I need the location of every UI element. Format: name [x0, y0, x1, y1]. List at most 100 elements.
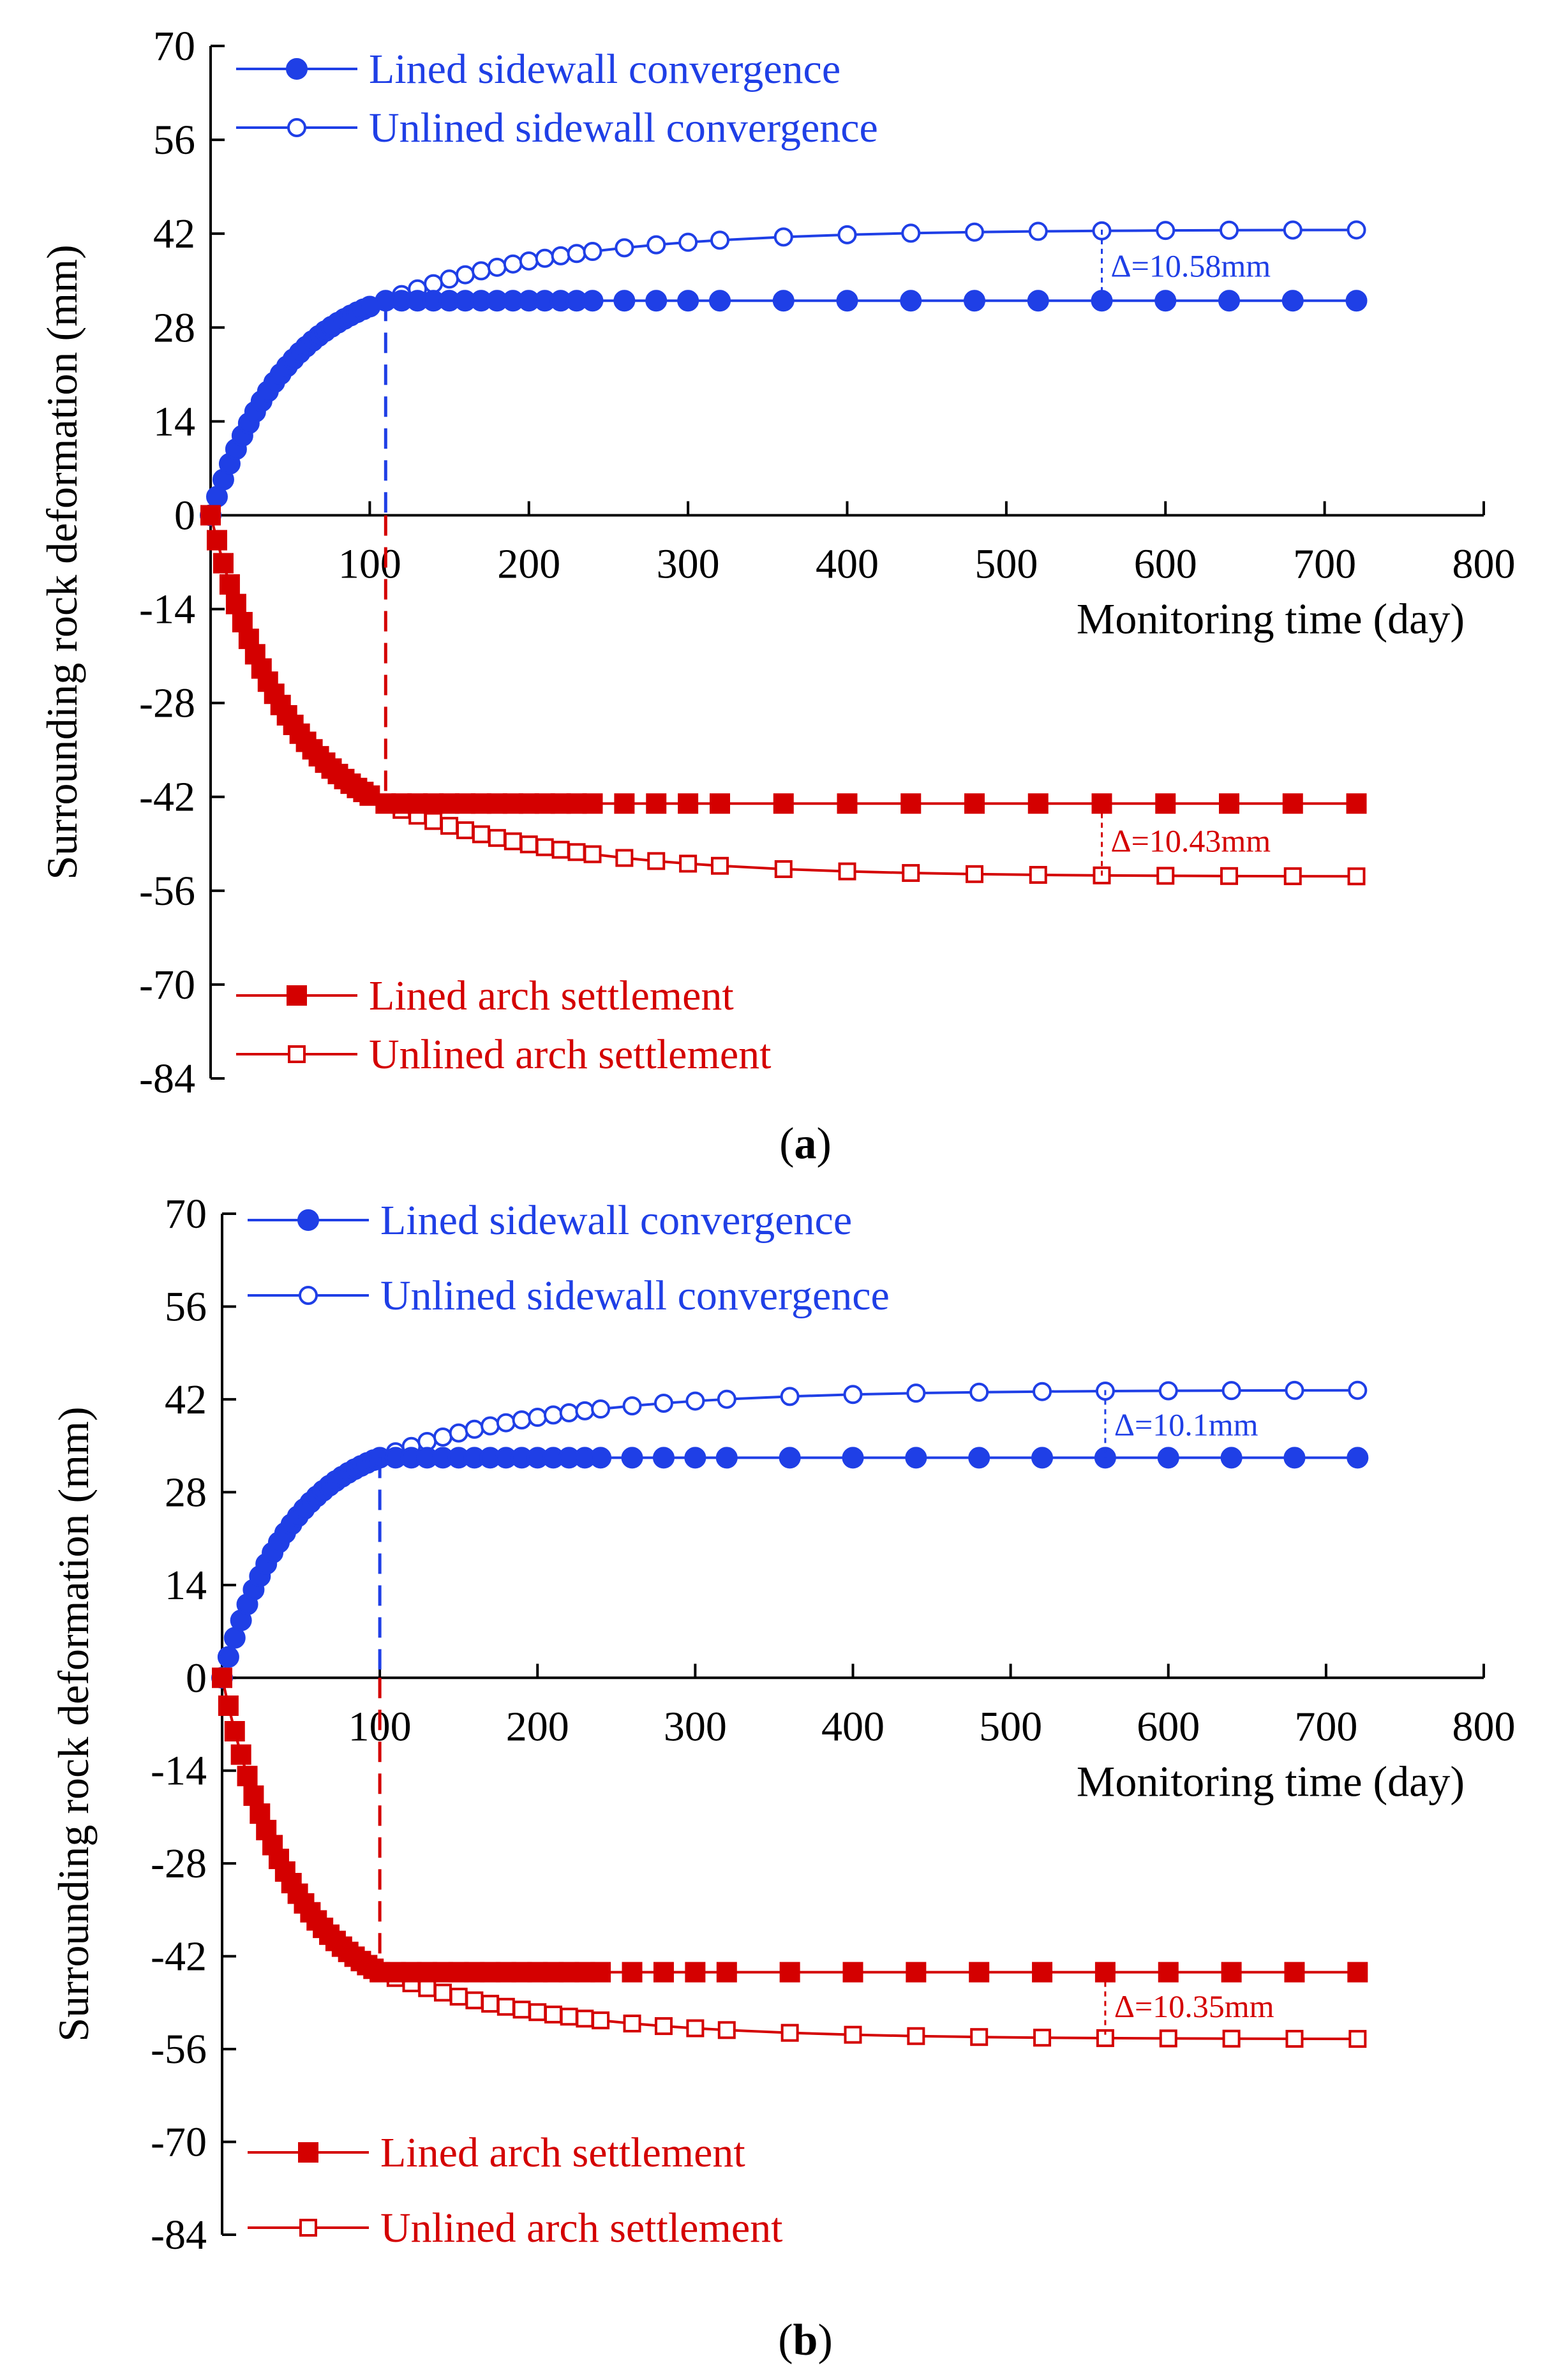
data-point-unlined_conv	[1348, 1380, 1368, 1400]
x-tick-label: 500	[974, 540, 1038, 587]
data-point-unlined_settle	[512, 2001, 531, 2019]
data-point-unlined_conv	[843, 1385, 863, 1405]
data-point-unlined_conv	[710, 230, 729, 250]
delta-label: Δ=10.58mm	[1111, 248, 1271, 284]
data-point-lined_conv	[581, 290, 604, 312]
data-point-unlined_settle	[465, 1991, 484, 2009]
data-point-unlined_conv	[471, 261, 491, 281]
data-point-lined_settle	[1347, 1962, 1368, 1983]
data-point-lined_settle	[250, 1803, 271, 1824]
y-tick-label: -56	[139, 868, 195, 914]
data-point-unlined_settle	[583, 845, 602, 863]
data-point-lined_settle	[219, 574, 240, 595]
data-point-unlined_settle	[647, 852, 666, 870]
data-point-lined_settle	[224, 1720, 245, 1741]
data-point-lined_settle	[964, 793, 985, 814]
x-tick-label: 700	[1294, 1703, 1357, 1750]
legend-marker	[287, 118, 306, 137]
x-tick-label: 500	[979, 1703, 1042, 1750]
data-point-unlined_settle	[679, 854, 698, 873]
data-point-unlined_settle	[1159, 2029, 1177, 2048]
y-tick-label: -84	[151, 2212, 207, 2258]
data-point-unlined_conv	[1283, 220, 1303, 240]
legend-label: Lined arch settlement	[369, 973, 734, 1019]
data-point-unlined_conv	[535, 248, 555, 268]
data-point-lined_conv	[652, 1447, 675, 1469]
data-point-lined_settle	[1221, 1962, 1242, 1983]
y-tick-label: -56	[151, 2026, 207, 2073]
x-tick-label: 400	[821, 1703, 885, 1750]
data-point-unlined_conv	[837, 225, 857, 244]
data-point-unlined_conv	[567, 244, 586, 264]
deformation-chart-a: 70 56 42 28 14 0 -14 -28 -42 -56 -70 -84 100 200 300 40…	[38, 23, 1516, 1168]
data-point-unlined_settle	[1220, 867, 1238, 885]
panel-caption: (a)	[779, 1119, 832, 1168]
data-point-lined_settle	[906, 1962, 927, 1983]
legend-label: Lined sidewall convergence	[380, 1197, 852, 1244]
data-point-lined_settle	[230, 1744, 251, 1765]
data-point-unlined_conv	[965, 222, 984, 242]
data-point-lined_settle	[969, 1962, 990, 1983]
data-point-unlined_settle	[449, 1987, 468, 2006]
data-point-lined_settle	[232, 611, 253, 632]
data-point-unlined_conv	[456, 265, 475, 285]
data-point-unlined_settle	[711, 856, 729, 875]
data-point-unlined_settle	[418, 1979, 437, 1997]
data-point-lined_settle	[614, 793, 635, 814]
data-point-unlined_conv	[551, 246, 571, 265]
data-point-lined_settle	[685, 1962, 706, 1983]
data-point-lined_conv	[905, 1447, 927, 1469]
data-point-unlined_settle	[497, 1997, 515, 2016]
data-point-lined_conv	[1218, 290, 1240, 312]
panel-caption: (b)	[778, 2316, 833, 2365]
data-point-unlined_settle	[1283, 867, 1302, 886]
legend-marker	[299, 1286, 318, 1305]
data-point-unlined_settle	[519, 835, 538, 854]
legend-marker	[286, 58, 308, 80]
legend-label: Unlined arch settlement	[369, 1031, 771, 1078]
data-point-unlined_conv	[424, 274, 444, 294]
x-tick-label: 600	[1137, 1703, 1200, 1750]
data-point-unlined_conv	[481, 1416, 500, 1436]
data-point-unlined_conv	[519, 251, 539, 271]
legend-label: Unlined sidewall convergence	[380, 1272, 890, 1319]
y-tick-label: 0	[186, 1655, 207, 1701]
data-point-lined_settle	[243, 1785, 264, 1806]
data-point-unlined_conv	[1156, 221, 1176, 241]
x-tick-label: 200	[506, 1703, 569, 1750]
data-point-lined_conv	[968, 1447, 990, 1469]
data-point-lined_conv	[1154, 290, 1177, 312]
x-tick-label: 800	[1452, 1703, 1516, 1750]
y-tick-label: 28	[165, 1469, 207, 1516]
data-point-unlined_conv	[780, 1387, 800, 1406]
data-point-unlined_settle	[481, 1994, 500, 2013]
data-point-unlined_settle	[654, 2017, 673, 2036]
data-point-unlined_conv	[1220, 220, 1239, 240]
data-point-unlined_settle	[472, 825, 490, 844]
data-point-unlined_conv	[717, 1389, 736, 1409]
y-tick-label: 14	[153, 398, 195, 445]
data-point-lined_settle	[218, 1695, 239, 1716]
data-point-lined_settle	[1155, 793, 1176, 814]
data-point-unlined_settle	[1348, 2030, 1367, 2048]
y-tick-label: -28	[151, 1840, 207, 1887]
data-point-unlined_conv	[678, 232, 698, 252]
y-tick-label: 42	[153, 211, 195, 257]
data-point-lined_conv	[900, 290, 922, 312]
y-axis-title: Surrounding rock deformation (mm)	[38, 244, 86, 879]
data-point-lined_conv	[590, 1447, 612, 1469]
data-point-unlined_settle	[970, 2028, 989, 2046]
data-point-unlined_conv	[543, 1405, 563, 1425]
data-point-lined_conv	[645, 290, 668, 312]
data-point-unlined_conv	[559, 1403, 579, 1422]
y-tick-label: -14	[151, 1748, 207, 1794]
y-tick-label: 70	[165, 1191, 207, 1237]
data-point-lined_settle	[622, 1962, 643, 1983]
data-point-lined_settle	[837, 793, 858, 814]
data-point-unlined_settle	[774, 860, 793, 878]
y-tick-label: -14	[139, 586, 195, 633]
data-point-unlined_conv	[969, 1382, 989, 1402]
data-point-lined_conv	[1347, 1447, 1369, 1469]
y-tick-label: -70	[139, 962, 195, 1008]
chart-panel-b: 70 56 42 28 14 0 -14 -28 -42 -56 -70 -84 100 200 300 40…	[0, 1187, 1568, 2370]
